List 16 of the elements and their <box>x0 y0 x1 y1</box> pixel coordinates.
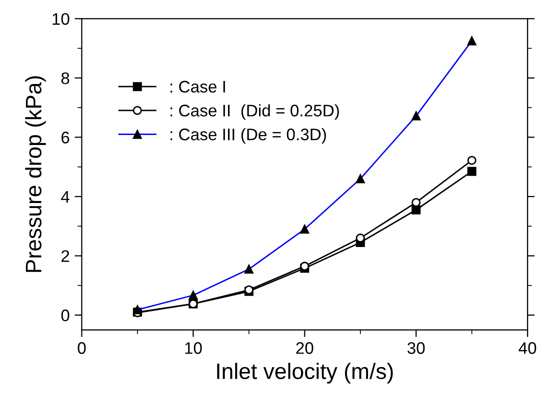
x-tick-label: 10 <box>185 342 202 354</box>
y-axis-title: Pressure drop (kPa) <box>25 76 46 272</box>
x-tick-label: 30 <box>407 342 425 354</box>
legend-label: : Case II (Did = 0.25D) <box>170 104 339 120</box>
y-tick-label: 0 <box>61 310 70 322</box>
legend-label: : Case III (De = 0.3D) <box>170 128 326 144</box>
x-axis-title: Inlet velocity (m/s) <box>217 362 393 384</box>
y-tick-label: 8 <box>61 72 70 84</box>
legend-label: : Case I <box>170 80 225 93</box>
x-tick-label: 40 <box>518 342 536 354</box>
x-tick-label: 0 <box>78 342 86 354</box>
y-tick-label: 4 <box>61 191 70 203</box>
y-tick-label: 2 <box>62 250 70 262</box>
x-tick-label: 20 <box>296 342 314 354</box>
y-tick-label: 10 <box>52 13 70 25</box>
y-tick-label: 6 <box>62 132 70 144</box>
